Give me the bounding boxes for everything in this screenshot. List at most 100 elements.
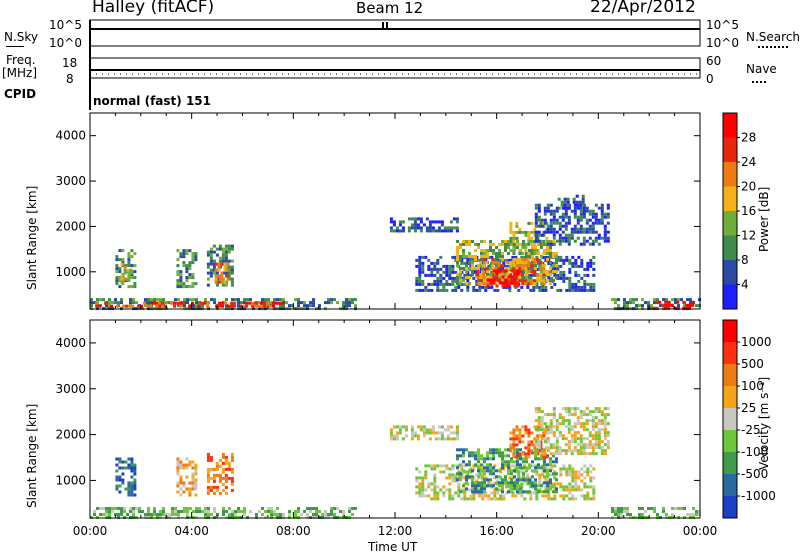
power-cell: [223, 280, 227, 284]
velocity-cell: [564, 449, 568, 453]
power-cell: [586, 261, 590, 265]
velocity-cell: [517, 476, 521, 480]
power-cell: [115, 276, 119, 280]
power-cell: [543, 206, 547, 210]
power-cell: [512, 251, 516, 255]
power-cell: [279, 304, 282, 308]
power-cell: [606, 206, 610, 210]
velocity-cell: [671, 507, 674, 510]
power-cell: [116, 304, 120, 308]
power-cell: [427, 267, 431, 271]
power-cell: [516, 279, 519, 282]
power-cell: [489, 243, 492, 246]
power-cell: [570, 230, 574, 234]
velocity-cell: [516, 481, 519, 485]
power-cell: [288, 304, 291, 308]
power-cell: [534, 203, 538, 207]
velocity-cell: [525, 490, 528, 494]
velocity-cell: [552, 454, 555, 458]
power-cell: [614, 298, 617, 302]
velocity-cell: [576, 443, 580, 447]
power-cell: [594, 203, 598, 207]
cpid-label: CPID: [4, 87, 37, 101]
power-cell: [527, 221, 531, 225]
power-cell: [220, 277, 224, 281]
velocity-cell: [212, 473, 216, 477]
velocity-cell: [531, 475, 534, 479]
power-cell: [428, 229, 432, 233]
power-cell: [528, 255, 531, 258]
velocity-cell: [440, 434, 444, 438]
velocity-cell: [422, 425, 426, 429]
velocity-cell: [227, 467, 231, 471]
velocity-cell: [348, 510, 351, 513]
power-cell: [463, 282, 467, 286]
velocity-cell: [576, 419, 580, 423]
power-cell: [570, 236, 574, 240]
velocity-cell: [546, 425, 550, 429]
velocity-cell: [620, 513, 623, 516]
velocity-cell: [519, 463, 522, 467]
velocity-cell: [585, 428, 589, 432]
freq-unit: [MHz]: [2, 66, 38, 80]
velocity-cell: [555, 425, 559, 429]
power-cell: [603, 236, 607, 240]
power-cell: [466, 273, 470, 277]
velocity-cell: [389, 431, 393, 435]
velocity-cell: [114, 513, 117, 516]
velocity-cell: [389, 428, 393, 432]
power-cell: [491, 264, 495, 268]
power-cell: [555, 264, 558, 267]
power-cell: [561, 206, 565, 210]
velocity-cell: [695, 513, 698, 516]
power-cell: [519, 243, 522, 246]
velocity-cell: [549, 413, 553, 417]
velocity-cell: [99, 513, 102, 516]
power-cell: [515, 221, 519, 225]
power-cell: [521, 264, 525, 268]
velocity-cell: [561, 434, 565, 438]
power-cell: [466, 279, 470, 283]
power-cell: [555, 206, 559, 210]
velocity-cell: [206, 485, 210, 489]
velocity-cell: [543, 466, 546, 470]
velocity-cell: [496, 479, 500, 483]
velocity-cell: [130, 475, 134, 479]
velocity-cell: [209, 455, 213, 459]
power-cell: [510, 281, 514, 285]
velocity-cell: [511, 494, 515, 498]
velocity-cell: [520, 482, 524, 486]
velocity-cell: [552, 425, 556, 429]
power-cell: [430, 288, 434, 292]
velocity-cell: [567, 422, 571, 426]
velocity-cell: [540, 416, 544, 420]
velocity-cell: [568, 485, 572, 489]
power-cell: [191, 261, 195, 265]
velocity-cell: [515, 455, 519, 459]
power-cell: [462, 279, 465, 282]
velocity-cell: [582, 437, 586, 441]
velocity-cell: [588, 419, 592, 423]
power-cell: [121, 261, 125, 265]
velocity-cell: [518, 434, 522, 438]
power-cell: [475, 288, 479, 292]
velocity-cell: [511, 476, 515, 480]
velocity-cell: [555, 452, 559, 456]
power-cell: [534, 218, 538, 222]
power-cell: [501, 275, 505, 279]
velocity-cell: [459, 448, 462, 452]
power-cell: [603, 230, 607, 234]
power-cell: [570, 209, 574, 213]
velocity-cell: [504, 475, 507, 479]
power-cell: [539, 221, 543, 225]
power-cell: [95, 301, 99, 305]
velocity-cell: [546, 413, 550, 417]
power-cell: [194, 282, 198, 286]
power-cell: [494, 282, 498, 286]
velocity-cell: [583, 470, 587, 474]
velocity-cell: [561, 437, 565, 441]
power-cell: [566, 197, 570, 201]
velocity-cell: [185, 487, 189, 491]
power-cell: [573, 206, 577, 210]
power-cell: [456, 246, 459, 249]
